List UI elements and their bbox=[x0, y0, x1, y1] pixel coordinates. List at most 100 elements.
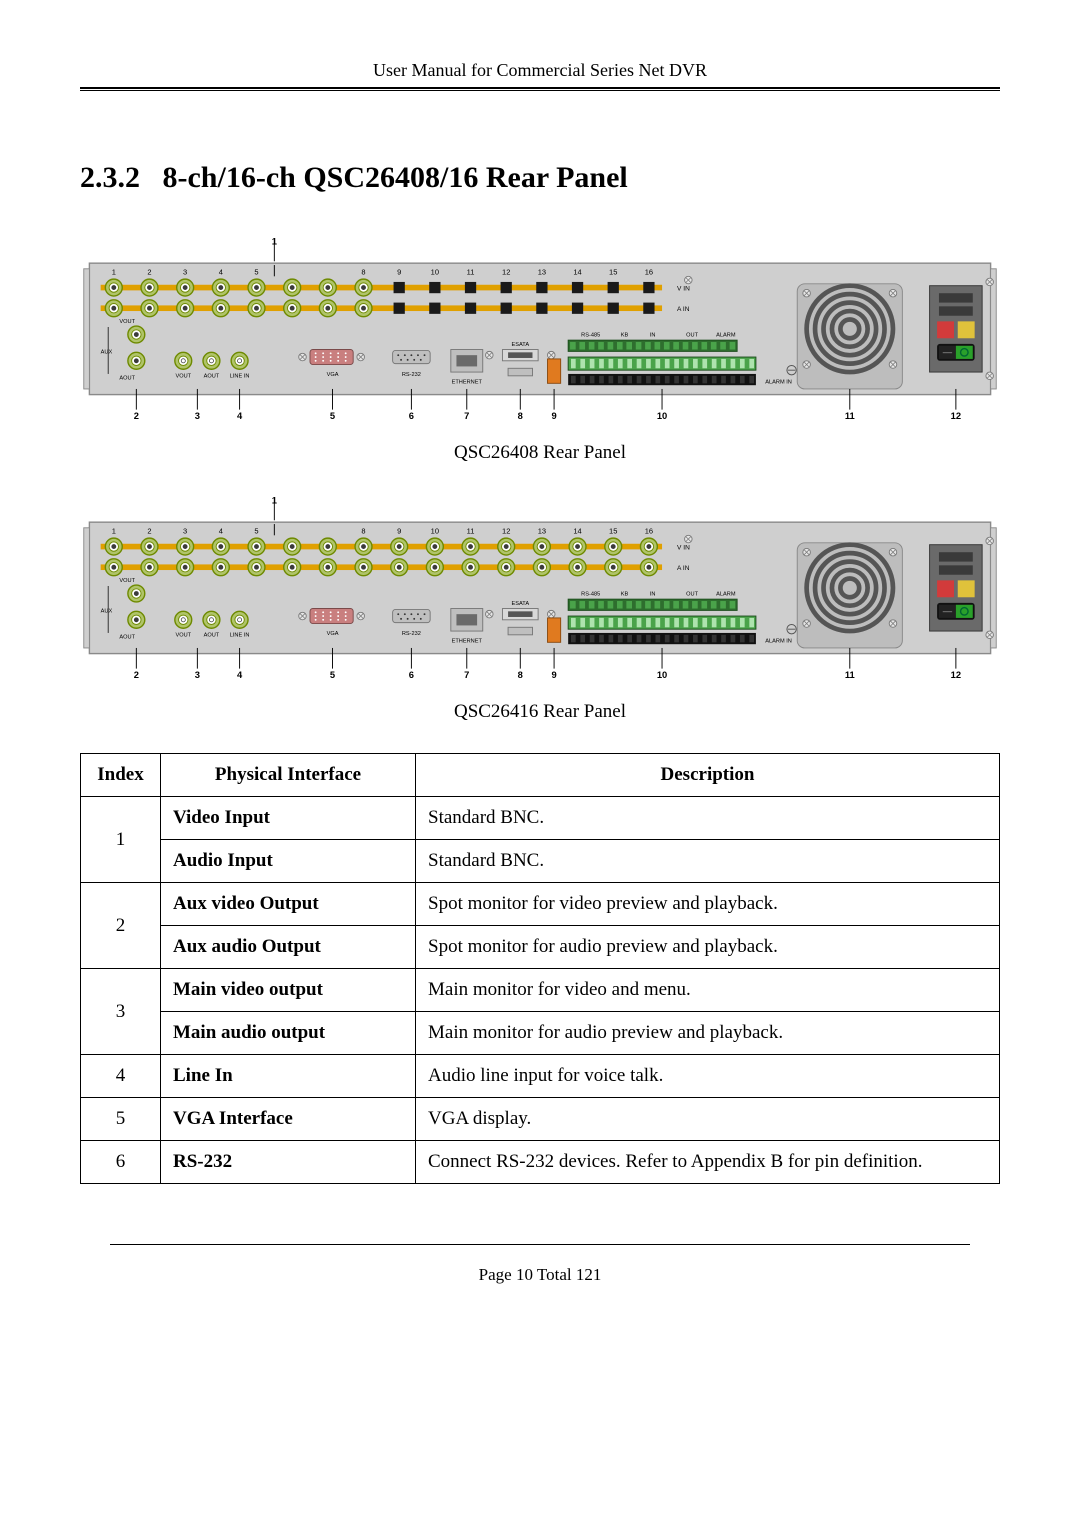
header-rule bbox=[80, 87, 1000, 91]
cell-description: Main monitor for audio preview and playb… bbox=[416, 1012, 1000, 1055]
cell-interface: Video Input bbox=[161, 797, 416, 840]
svg-text:2: 2 bbox=[147, 267, 151, 276]
svg-text:5: 5 bbox=[330, 411, 335, 421]
table-row: 4Line InAudio line input for voice talk. bbox=[81, 1055, 1000, 1098]
svg-text:14: 14 bbox=[573, 267, 581, 276]
cell-interface: Line In bbox=[161, 1055, 416, 1098]
table-row: 6RS-232Connect RS-232 devices. Refer to … bbox=[81, 1141, 1000, 1184]
cell-index: 1 bbox=[81, 797, 161, 883]
svg-text:LINE IN: LINE IN bbox=[230, 374, 250, 380]
cell-interface: RS-232 bbox=[161, 1141, 416, 1184]
svg-text:3: 3 bbox=[195, 411, 200, 421]
svg-text:ESATA: ESATA bbox=[511, 342, 529, 348]
cell-description: Standard BNC. bbox=[416, 797, 1000, 840]
svg-text:RS-485: RS-485 bbox=[581, 592, 600, 598]
svg-text:9: 9 bbox=[397, 267, 401, 276]
svg-text:ALARM: ALARM bbox=[716, 592, 736, 598]
svg-text:6: 6 bbox=[409, 411, 414, 421]
cell-interface: Audio Input bbox=[161, 840, 416, 883]
svg-text:2: 2 bbox=[134, 411, 139, 421]
page-footer: Page 10 Total 121 bbox=[80, 1265, 1000, 1285]
svg-text:AOUT: AOUT bbox=[119, 635, 135, 641]
cell-description: Spot monitor for audio preview and playb… bbox=[416, 926, 1000, 969]
svg-text:LINE IN: LINE IN bbox=[230, 633, 250, 639]
table-row: 1Video InputStandard BNC. bbox=[81, 797, 1000, 840]
svg-text:10: 10 bbox=[657, 411, 667, 421]
svg-text:AUX: AUX bbox=[101, 608, 113, 614]
svg-text:10: 10 bbox=[431, 527, 439, 536]
svg-text:VGA: VGA bbox=[327, 631, 339, 637]
table-row: 5VGA InterfaceVGA display. bbox=[81, 1098, 1000, 1141]
th-description: Description bbox=[416, 754, 1000, 797]
section-heading: 2.3.2 8-ch/16-ch QSC26408/16 Rear Panel bbox=[80, 161, 1000, 195]
svg-text:ETHERNET: ETHERNET bbox=[452, 638, 483, 644]
svg-text:1: 1 bbox=[272, 236, 277, 246]
svg-text:IN: IN bbox=[650, 592, 656, 598]
svg-text:15: 15 bbox=[609, 527, 617, 536]
cell-description: VGA display. bbox=[416, 1098, 1000, 1141]
figure-qsc26416: 123458910111213141516V INA INVOUTAUXAOUT… bbox=[80, 494, 1000, 691]
svg-text:VGA: VGA bbox=[327, 372, 339, 378]
svg-text:8: 8 bbox=[518, 670, 523, 680]
rear-panel-16-svg: 123458910111213141516V INA INVOUTAUXAOUT… bbox=[80, 494, 1000, 691]
footer-page-prefix: Page bbox=[479, 1265, 516, 1284]
svg-text:4: 4 bbox=[219, 267, 223, 276]
interface-table: Index Physical Interface Description 1Vi… bbox=[80, 753, 1000, 1184]
rear-panel-8-svg: 123458910111213141516V INA INVOUTAUXAOUT… bbox=[80, 235, 1000, 432]
footer-total: 121 bbox=[576, 1265, 602, 1284]
svg-text:3: 3 bbox=[183, 267, 187, 276]
svg-text:13: 13 bbox=[538, 527, 546, 536]
svg-text:V IN: V IN bbox=[677, 285, 690, 292]
cell-index: 6 bbox=[81, 1141, 161, 1184]
svg-text:11: 11 bbox=[845, 411, 855, 421]
svg-text:6: 6 bbox=[409, 670, 414, 680]
svg-text:11: 11 bbox=[845, 670, 855, 680]
cell-index: 4 bbox=[81, 1055, 161, 1098]
cell-description: Main monitor for video and menu. bbox=[416, 969, 1000, 1012]
svg-text:VOUT: VOUT bbox=[175, 633, 191, 639]
table-header-row: Index Physical Interface Description bbox=[81, 754, 1000, 797]
svg-text:IN: IN bbox=[650, 332, 656, 338]
svg-text:RS-232: RS-232 bbox=[402, 631, 421, 637]
svg-text:VOUT: VOUT bbox=[175, 374, 191, 380]
cell-description: Standard BNC. bbox=[416, 840, 1000, 883]
figure-qsc26408: 123458910111213141516V INA INVOUTAUXAOUT… bbox=[80, 235, 1000, 432]
svg-text:16: 16 bbox=[645, 267, 653, 276]
svg-text:4: 4 bbox=[237, 411, 243, 421]
svg-text:AOUT: AOUT bbox=[204, 374, 220, 380]
svg-text:5: 5 bbox=[254, 527, 258, 536]
svg-text:9: 9 bbox=[397, 527, 401, 536]
svg-text:AOUT: AOUT bbox=[119, 376, 135, 382]
cell-interface: Main video output bbox=[161, 969, 416, 1012]
footer-page: 10 bbox=[516, 1265, 533, 1284]
svg-text:10: 10 bbox=[431, 267, 439, 276]
th-index: Index bbox=[81, 754, 161, 797]
svg-text:12: 12 bbox=[502, 267, 510, 276]
svg-text:7: 7 bbox=[464, 411, 469, 421]
svg-text:—: — bbox=[943, 347, 953, 357]
svg-text:12: 12 bbox=[502, 527, 510, 536]
svg-text:8: 8 bbox=[361, 267, 365, 276]
svg-text:5: 5 bbox=[254, 267, 258, 276]
table-row: Aux audio OutputSpot monitor for audio p… bbox=[81, 926, 1000, 969]
svg-text:11: 11 bbox=[467, 267, 475, 276]
svg-text:ALARM IN: ALARM IN bbox=[765, 379, 792, 385]
svg-text:3: 3 bbox=[183, 527, 187, 536]
svg-text:KB: KB bbox=[621, 332, 629, 338]
svg-text:1: 1 bbox=[112, 267, 116, 276]
svg-text:9: 9 bbox=[551, 670, 556, 680]
cell-interface: VGA Interface bbox=[161, 1098, 416, 1141]
cell-description: Spot monitor for video preview and playb… bbox=[416, 883, 1000, 926]
cell-description: Connect RS-232 devices. Refer to Appendi… bbox=[416, 1141, 1000, 1184]
svg-text:KB: KB bbox=[621, 592, 629, 598]
svg-text:14: 14 bbox=[573, 527, 581, 536]
cell-index: 5 bbox=[81, 1098, 161, 1141]
table-row: 2Aux video OutputSpot monitor for video … bbox=[81, 883, 1000, 926]
cell-interface: Main audio output bbox=[161, 1012, 416, 1055]
svg-text:RS-232: RS-232 bbox=[402, 372, 421, 378]
svg-text:2: 2 bbox=[147, 527, 151, 536]
svg-text:5: 5 bbox=[330, 670, 335, 680]
svg-text:OUT: OUT bbox=[686, 592, 698, 598]
footer-rule bbox=[110, 1244, 970, 1245]
svg-text:A IN: A IN bbox=[677, 565, 690, 572]
